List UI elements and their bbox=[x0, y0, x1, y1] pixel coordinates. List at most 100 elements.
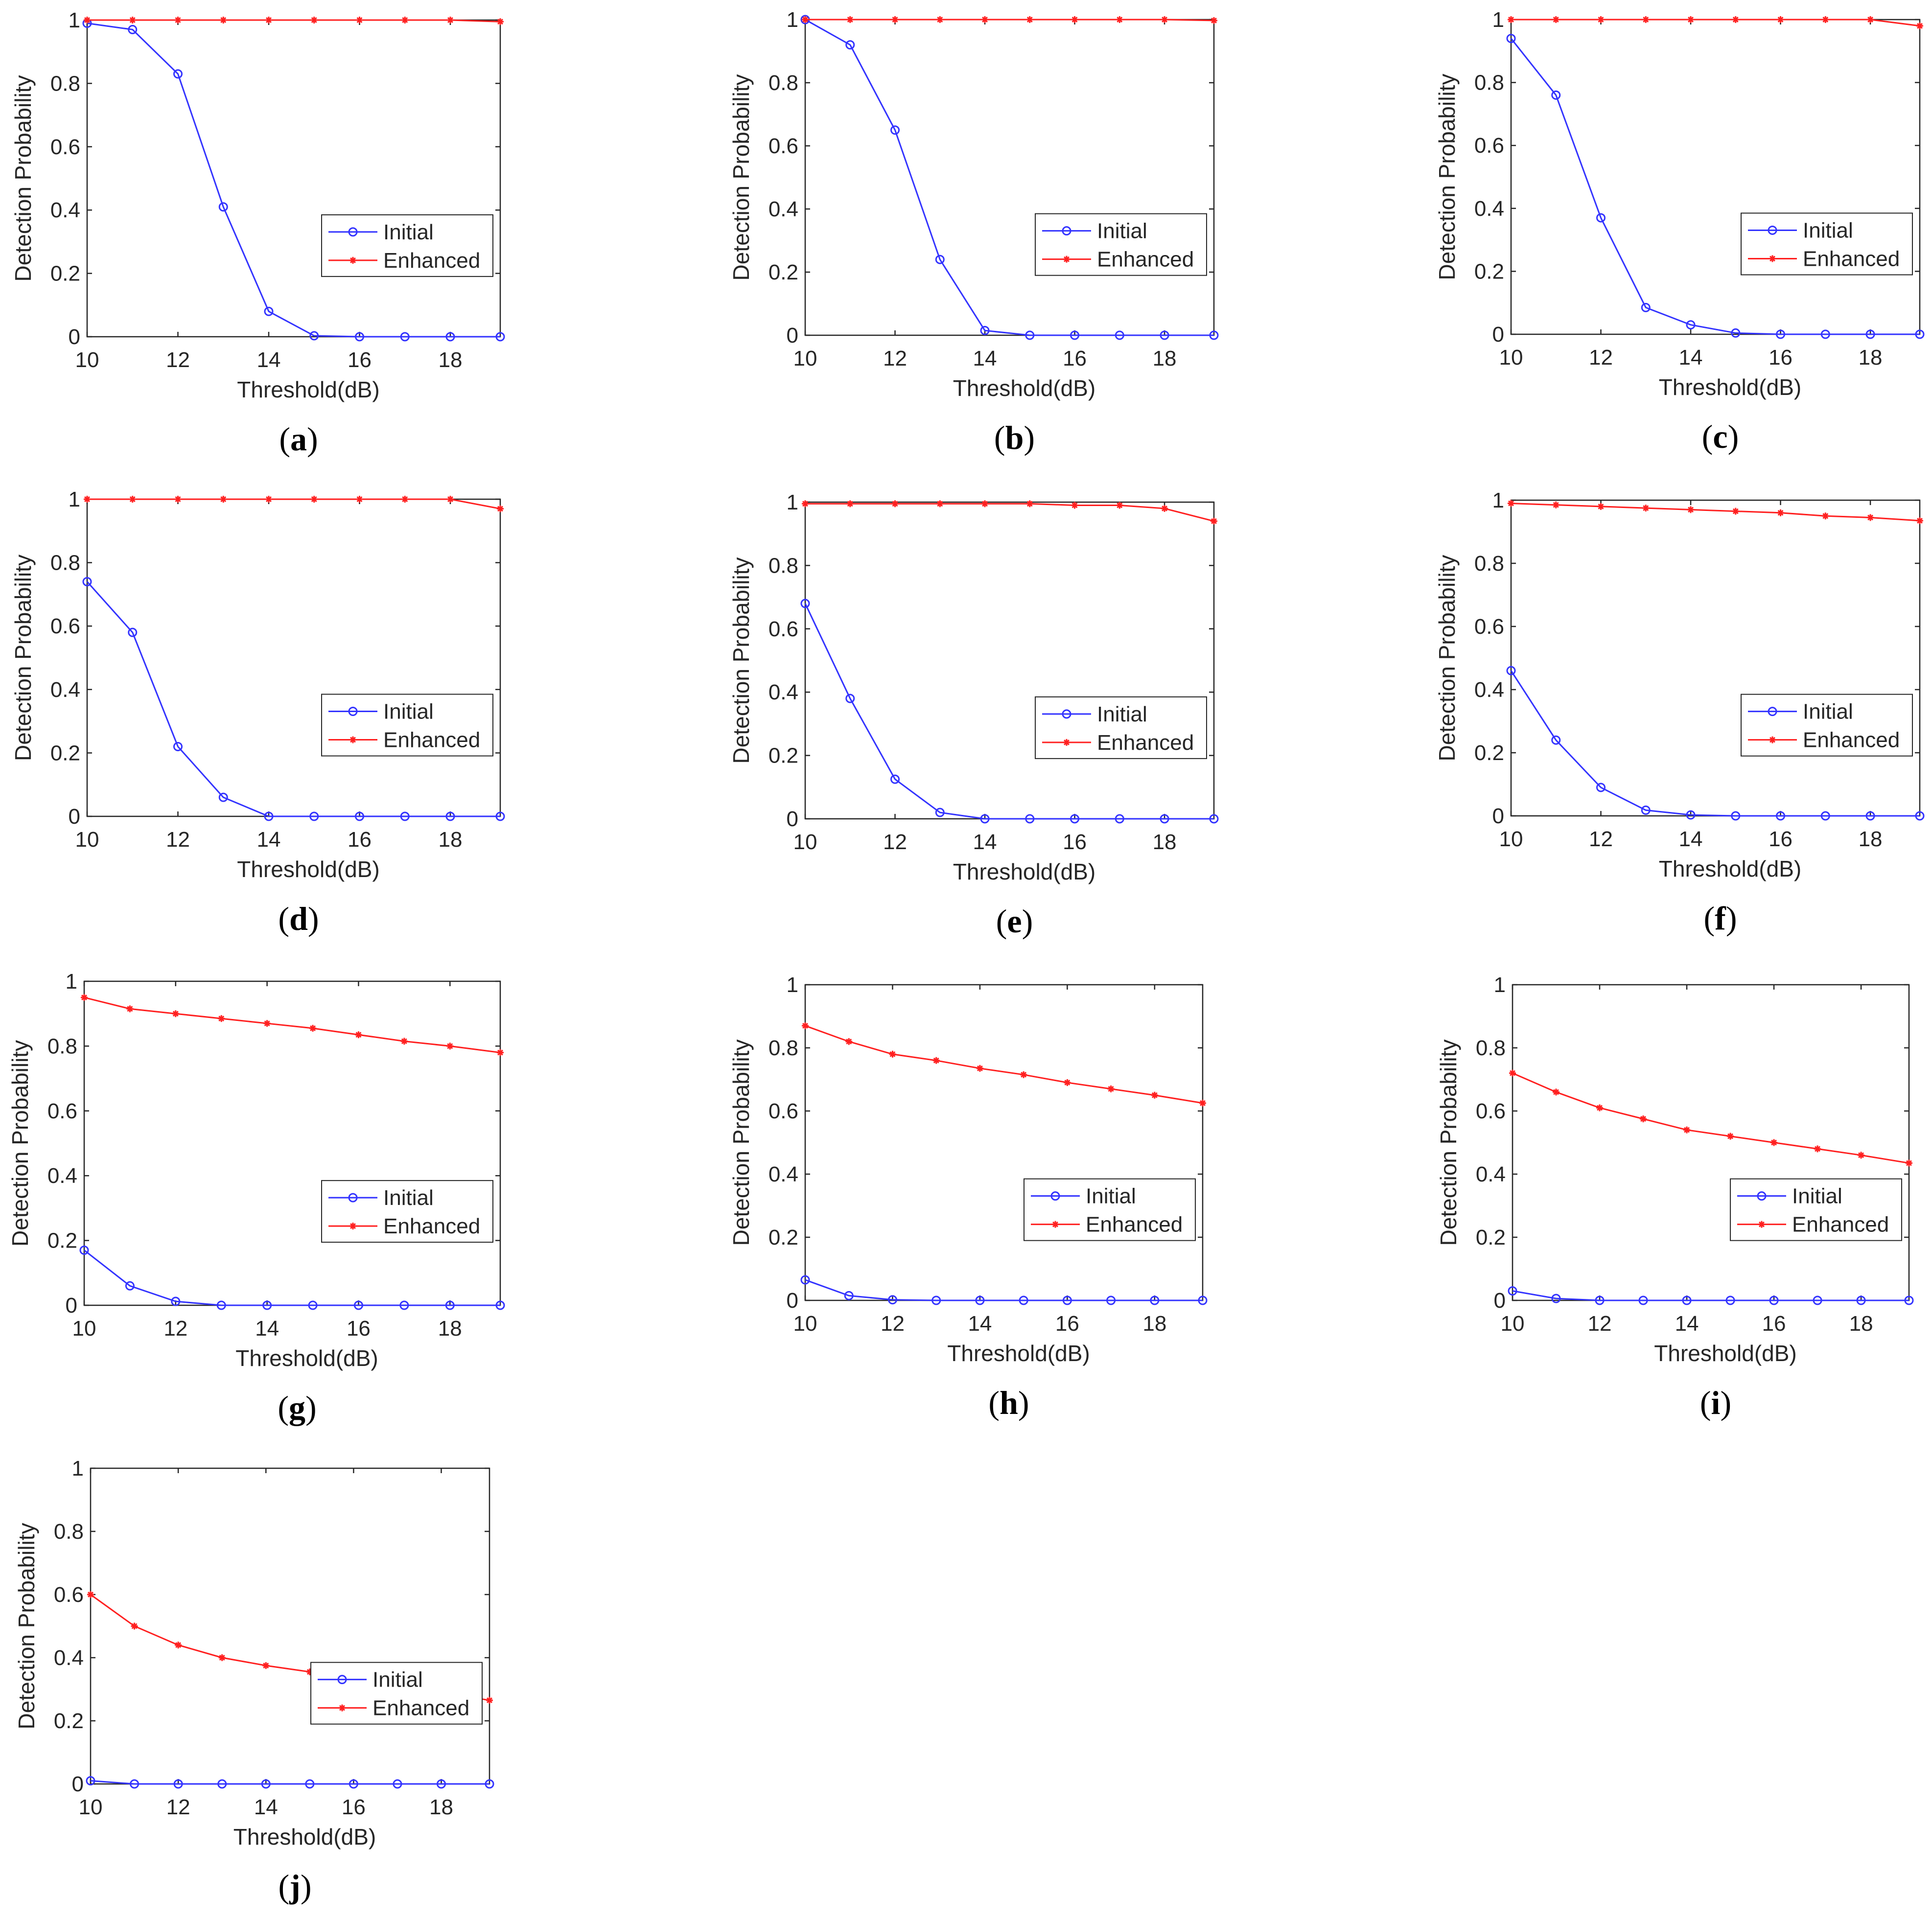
data-point-initial bbox=[1686, 810, 1696, 820]
x-tick-label: 14 bbox=[1679, 827, 1703, 851]
legend-label-initial: Initial bbox=[383, 700, 434, 724]
plot-area-frame bbox=[86, 498, 501, 817]
x-tick-label: 18 bbox=[1859, 827, 1883, 851]
data-point-enhanced bbox=[1553, 1088, 1560, 1096]
y-tick-label: 0.4 bbox=[50, 678, 80, 702]
y-tick-label: 0.6 bbox=[768, 617, 798, 641]
data-point-initial bbox=[800, 1275, 810, 1285]
y-tick-label: 0.6 bbox=[50, 135, 80, 159]
legend: Initial Enhanced bbox=[321, 694, 493, 757]
data-point-initial bbox=[1915, 329, 1925, 339]
data-point-initial bbox=[1160, 330, 1169, 340]
data-point-initial bbox=[1596, 783, 1606, 792]
legend: Initial Enhanced bbox=[1730, 1178, 1902, 1241]
legend-label-initial: Initial bbox=[1097, 702, 1147, 726]
data-point-initial bbox=[1551, 1294, 1561, 1303]
data-point-enhanced bbox=[355, 1031, 362, 1039]
data-point-initial bbox=[1813, 1295, 1822, 1305]
data-point-initial bbox=[495, 811, 505, 821]
data-point-initial bbox=[82, 577, 92, 586]
data-point-initial bbox=[1865, 329, 1875, 339]
x-tick-label: 14 bbox=[257, 828, 281, 852]
data-point-enhanced bbox=[265, 496, 272, 503]
legend-marker-enhanced bbox=[349, 256, 356, 264]
data-point-enhanced bbox=[1642, 505, 1650, 512]
legend-label-enhanced: Enhanced bbox=[383, 728, 480, 752]
y-tick-label: 1 bbox=[1492, 8, 1504, 32]
legend-marker-initial bbox=[1768, 707, 1777, 717]
data-point-enhanced bbox=[1161, 505, 1168, 512]
x-tick-label: 18 bbox=[1153, 830, 1177, 854]
data-point-enhanced bbox=[1770, 1139, 1778, 1146]
legend: Initial Enhanced bbox=[1035, 213, 1207, 276]
x-tick-label: 14 bbox=[255, 1317, 279, 1341]
data-point-enhanced bbox=[889, 1050, 896, 1058]
legend-label-enhanced: Enhanced bbox=[1803, 728, 1900, 752]
y-tick-label: 1 bbox=[72, 1457, 84, 1480]
legend-label-initial: Initial bbox=[1086, 1184, 1136, 1208]
legend-label-enhanced: Enhanced bbox=[1792, 1213, 1889, 1237]
legend-marker-initial bbox=[1768, 225, 1777, 235]
x-tick-label: 16 bbox=[1063, 347, 1087, 370]
chart-panel-d: 0 0.2 0.4 0.6 0.8 1 10 12 14 16 18 Threshold(dB) Det… bbox=[10, 487, 505, 937]
y-tick-label: 0.8 bbox=[54, 1520, 84, 1544]
y-tick-label: 1 bbox=[1494, 973, 1506, 997]
legend-box bbox=[1741, 694, 1913, 757]
panel-caption: (h) bbox=[988, 1384, 1029, 1421]
data-point-initial bbox=[349, 1779, 358, 1789]
data-point-initial bbox=[1070, 330, 1080, 340]
panel-letter: f bbox=[1715, 900, 1726, 937]
data-point-enhanced bbox=[1867, 514, 1874, 521]
data-point-initial bbox=[217, 1779, 227, 1789]
data-point-initial bbox=[86, 1776, 95, 1786]
series-line-enhanced bbox=[805, 503, 1214, 522]
data-point-initial bbox=[1115, 814, 1124, 824]
data-point-enhanced bbox=[310, 496, 318, 503]
legend-box bbox=[1730, 1178, 1902, 1241]
y-tick-label: 0.6 bbox=[54, 1583, 84, 1607]
data-point-enhanced bbox=[172, 1010, 179, 1018]
data-point-enhanced bbox=[84, 496, 91, 503]
legend-marker-initial bbox=[348, 1193, 358, 1203]
data-point-initial bbox=[125, 1281, 135, 1291]
data-point-initial bbox=[1638, 1295, 1648, 1305]
x-tick-label: 10 bbox=[793, 347, 817, 370]
panel-caption: (e) bbox=[996, 902, 1033, 940]
y-axis-label: Detection Probability bbox=[1434, 74, 1460, 280]
data-point-enhanced bbox=[1822, 512, 1829, 520]
data-point-initial bbox=[975, 1295, 985, 1305]
data-point-initial bbox=[173, 1779, 183, 1789]
data-point-initial bbox=[309, 331, 319, 341]
x-axis-label: Threshold(dB) bbox=[235, 1345, 378, 1371]
panel-caption: (j) bbox=[279, 1868, 312, 1905]
x-axis-label: Threshold(dB) bbox=[237, 856, 379, 882]
data-point-enhanced bbox=[846, 500, 854, 508]
data-point-enhanced bbox=[497, 18, 504, 25]
y-tick-label: 0 bbox=[787, 807, 798, 831]
data-point-enhanced bbox=[1777, 509, 1784, 516]
y-tick-label: 0.2 bbox=[1476, 1226, 1506, 1249]
data-point-enhanced bbox=[1552, 16, 1560, 23]
series-line-initial bbox=[84, 1249, 500, 1306]
x-tick-label: 18 bbox=[1153, 347, 1177, 370]
legend-marker-enhanced bbox=[1769, 736, 1776, 743]
data-point-initial bbox=[1062, 1295, 1072, 1305]
y-tick-label: 0.2 bbox=[47, 1229, 77, 1253]
data-point-enhanced bbox=[1727, 1133, 1734, 1140]
data-point-enhanced bbox=[1596, 1104, 1604, 1111]
y-tick-label: 0 bbox=[66, 1294, 77, 1318]
y-tick-label: 0.2 bbox=[1474, 741, 1504, 765]
data-point-initial bbox=[1551, 90, 1561, 100]
panel-letter: h bbox=[1000, 1384, 1018, 1421]
x-tick-label: 10 bbox=[1501, 1312, 1525, 1336]
x-tick-label: 10 bbox=[793, 830, 817, 854]
legend-marker-initial bbox=[348, 707, 358, 717]
legend-marker-initial bbox=[337, 1675, 347, 1685]
y-tick-label: 1 bbox=[69, 8, 80, 32]
x-tick-label: 12 bbox=[166, 348, 190, 372]
data-point-enhanced bbox=[1916, 22, 1923, 29]
x-tick-label: 18 bbox=[429, 1795, 453, 1819]
y-tick-label: 0.8 bbox=[1474, 552, 1504, 576]
series-line-enhanced bbox=[87, 498, 501, 509]
